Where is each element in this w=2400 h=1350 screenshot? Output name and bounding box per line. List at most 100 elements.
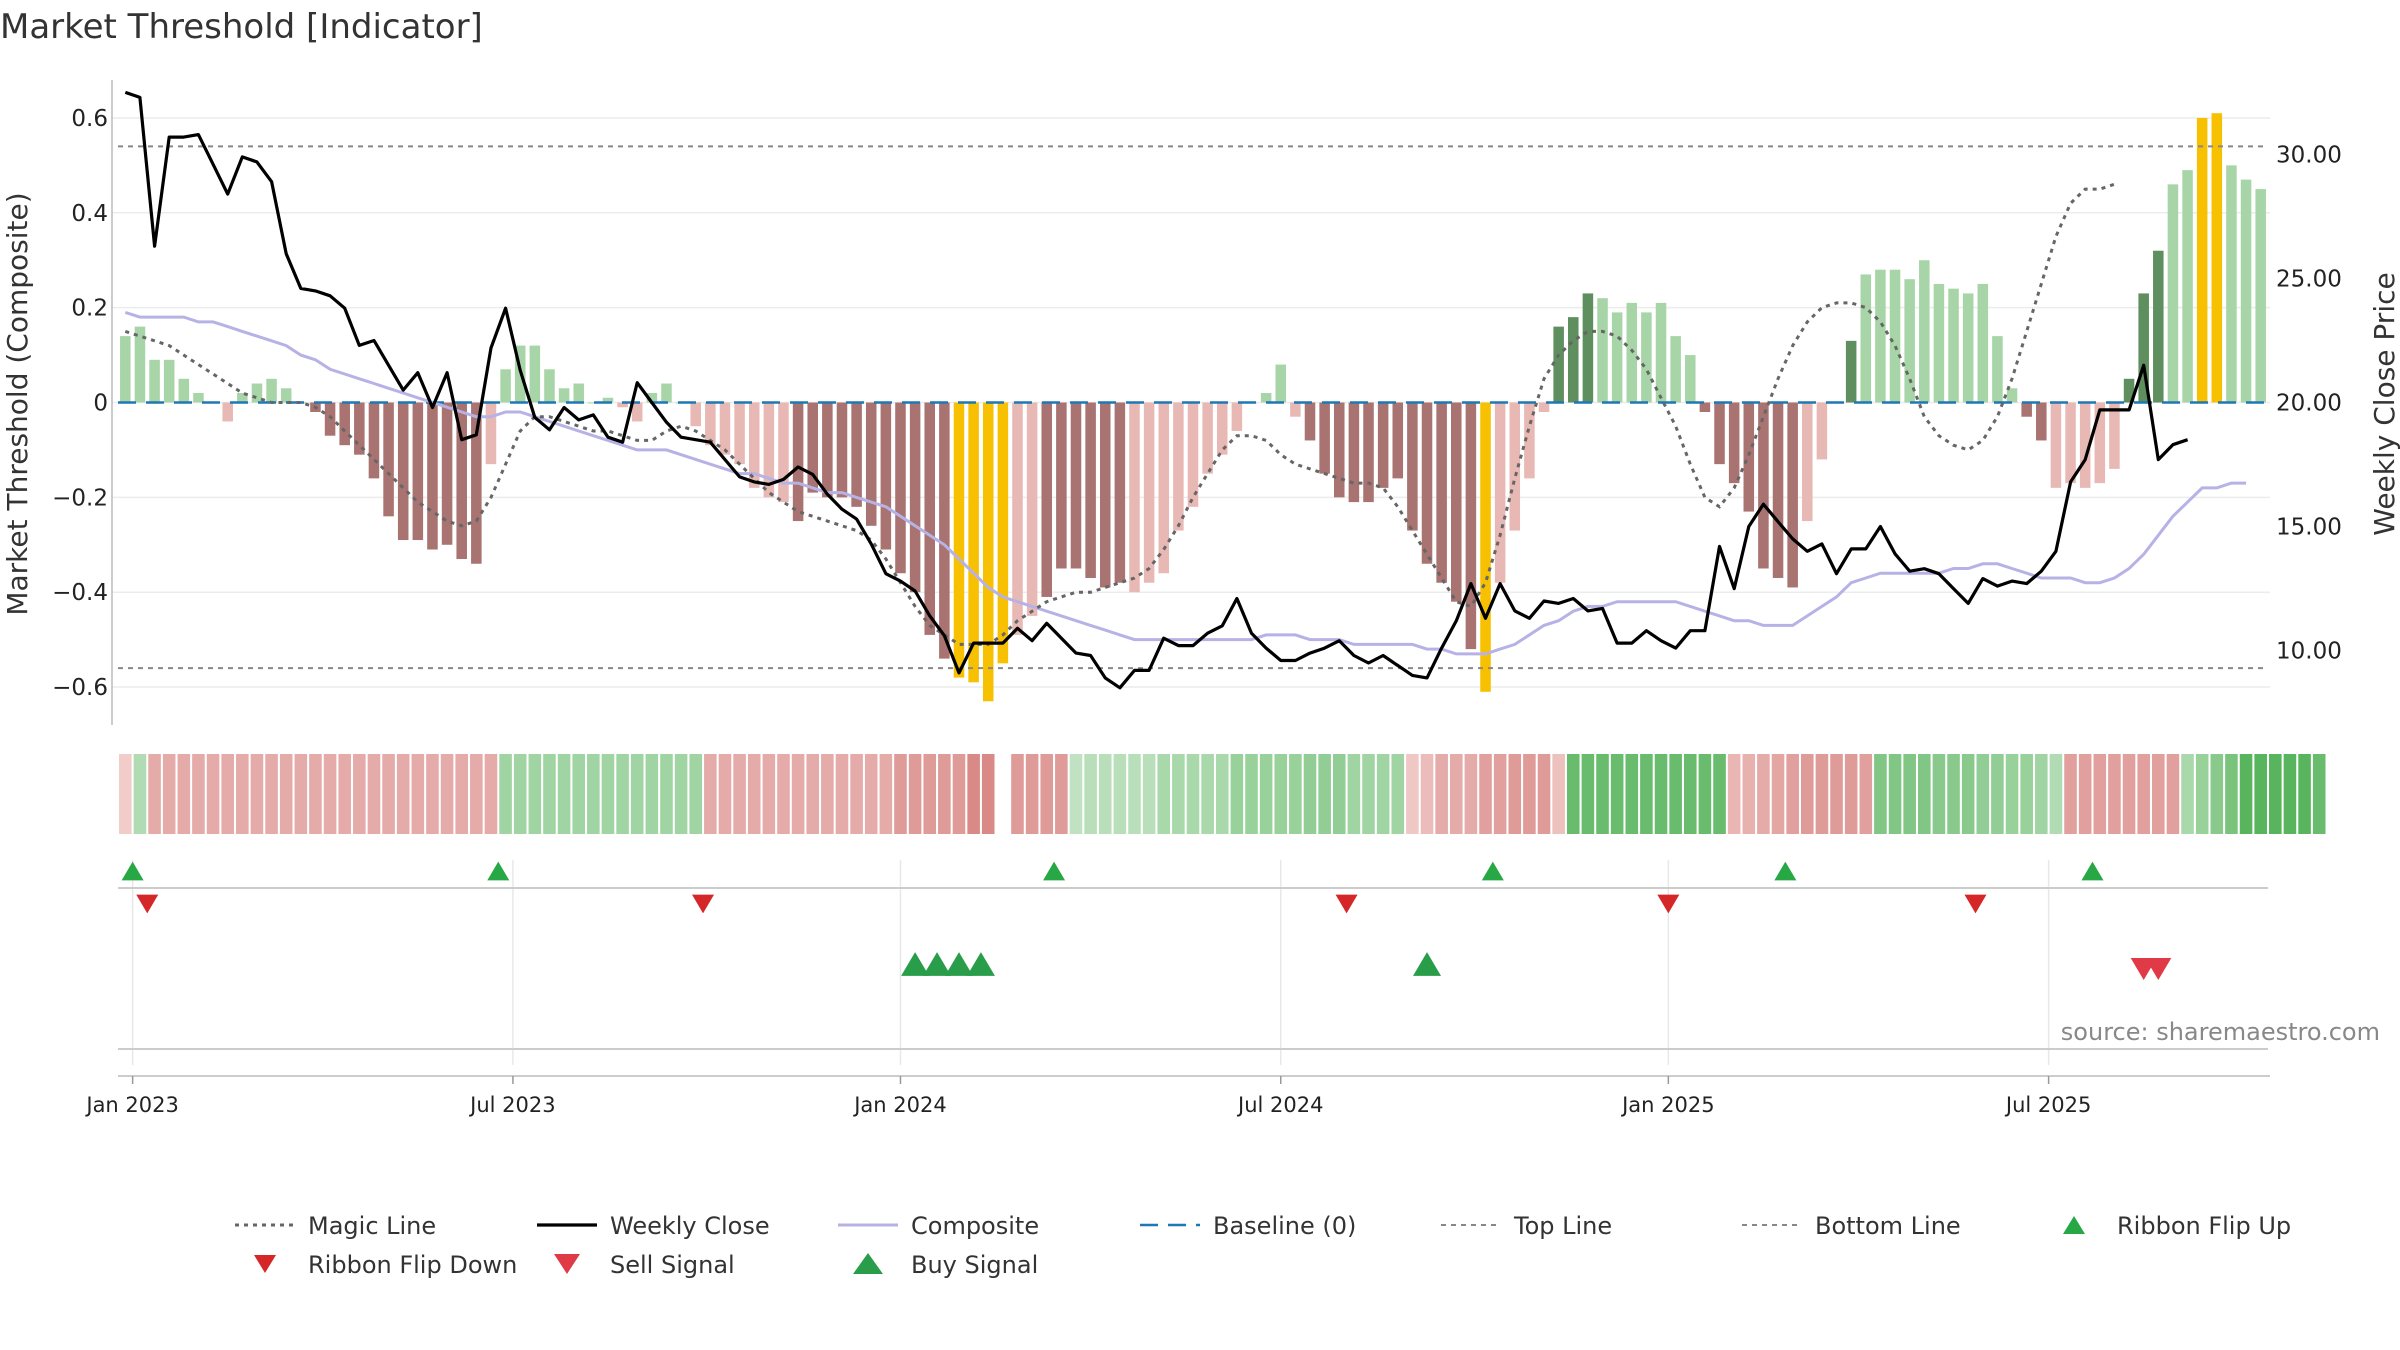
- composite-bar: [1114, 402, 1126, 583]
- ribbon-flip-down-marker: [1335, 894, 1358, 914]
- ribbon-cell: [1391, 754, 1405, 834]
- left-tick-label: 0.6: [71, 106, 108, 132]
- ribbon-cell: [455, 754, 468, 834]
- ribbon-cell: [470, 754, 483, 834]
- composite-bar: [2211, 113, 2223, 403]
- composite-bar: [1143, 402, 1155, 583]
- ribbon-cell: [1172, 754, 1185, 834]
- composite-bar: [895, 402, 906, 574]
- composite-bar: [500, 369, 511, 403]
- legend-item-bottom: Bottom Line: [1742, 1212, 1961, 1240]
- composite-bar: [1948, 288, 1959, 403]
- composite-bar: [1524, 402, 1535, 479]
- legend-swatch: [254, 1255, 276, 1273]
- ribbon-cell: [938, 754, 951, 834]
- composite-bar: [1041, 402, 1053, 597]
- ribbon-cell: [952, 754, 966, 834]
- ribbon-cell: [894, 754, 907, 834]
- ribbon-cell: [2283, 754, 2297, 834]
- signal-panels: [118, 861, 2268, 1050]
- ribbon-cell: [864, 754, 878, 834]
- composite-bar: [748, 402, 760, 488]
- composite-bar: [2196, 117, 2208, 403]
- composite-bar: [1348, 402, 1360, 503]
- composite-bar: [2109, 402, 2120, 469]
- ribbon-strip: [119, 754, 2326, 834]
- composite-bar: [427, 402, 438, 550]
- composite-bar: [1758, 402, 1769, 569]
- composite-bar: [1260, 393, 1272, 403]
- ribbon-cell: [1683, 754, 1697, 834]
- composite-bar: [763, 402, 775, 498]
- composite-bar: [1904, 279, 1915, 403]
- ribbon-cell: [1274, 754, 1288, 834]
- composite-bar: [1787, 402, 1798, 588]
- composite-bar: [851, 402, 862, 507]
- composite-bar: [1099, 402, 1111, 588]
- composite-bar: [1070, 402, 1082, 569]
- composite-bar: [2036, 402, 2047, 441]
- legend-item-magic: Magic Line: [235, 1212, 436, 1240]
- ribbon-cell: [1069, 754, 1083, 834]
- ribbon-cell: [2122, 754, 2136, 834]
- ribbon-cell: [1259, 754, 1273, 834]
- composite-bar: [1597, 298, 1608, 403]
- composite-bar: [2065, 402, 2076, 484]
- ribbon-cell: [484, 754, 498, 834]
- composite-bar: [134, 326, 146, 403]
- composite-bar: [1582, 293, 1594, 403]
- composite-bar: [1714, 402, 1725, 465]
- legend-label: Sell Signal: [610, 1251, 735, 1279]
- composite-bar: [1568, 317, 1579, 403]
- ribbon-cell: [674, 754, 688, 834]
- legend-label: Baseline (0): [1213, 1212, 1356, 1240]
- ribbon-flip-down-marker: [1964, 894, 1987, 914]
- composite-bar: [558, 388, 570, 403]
- ribbon-cell: [1713, 754, 1726, 834]
- ribbon-cell: [411, 754, 425, 834]
- composite-bar: [1816, 402, 1828, 460]
- composite-bar: [1802, 402, 1813, 522]
- composite-bar: [1187, 402, 1199, 507]
- ribbon-cell: [148, 754, 161, 834]
- composite-bar: [646, 393, 658, 403]
- ribbon-cell: [1581, 754, 1595, 834]
- ribbon-cell: [645, 754, 659, 834]
- composite-bar: [997, 402, 1009, 664]
- ribbon-flip-up-marker: [1774, 861, 1797, 881]
- composite-bar: [1407, 402, 1418, 531]
- ribbon-cell: [309, 754, 322, 834]
- ribbon-cell: [733, 754, 746, 834]
- composite-bar: [602, 397, 614, 403]
- ribbon-cell: [1566, 754, 1580, 834]
- buy-signal-marker: [966, 952, 995, 976]
- ribbon-cell: [1830, 754, 1843, 834]
- legend-item-flipdown: Ribbon Flip Down: [254, 1251, 517, 1279]
- ribbon-cell: [499, 754, 512, 834]
- ribbon-cell: [587, 754, 600, 834]
- ribbon-cell: [616, 754, 629, 834]
- composite-bar: [1977, 283, 1989, 403]
- legend-label: Bottom Line: [1815, 1212, 1961, 1240]
- right-tick-label: 20.00: [2276, 391, 2342, 417]
- right-tick-label: 15.00: [2276, 515, 2342, 541]
- composite-bar: [1743, 402, 1755, 512]
- composite-bar: [149, 359, 160, 403]
- composite-bar: [1216, 402, 1228, 455]
- legend-item-buy: Buy Signal: [853, 1251, 1038, 1279]
- buy-signal-marker: [1413, 952, 1442, 976]
- legend-swatch: [853, 1253, 883, 1274]
- ribbon-cell: [572, 754, 586, 834]
- legend-label: Composite: [911, 1212, 1039, 1240]
- composite-bar: [807, 402, 818, 493]
- ribbon-cell: [1698, 754, 1712, 834]
- ribbon-cell: [1318, 754, 1331, 834]
- ribbon-cell: [543, 754, 556, 834]
- composite-bar: [1333, 402, 1345, 498]
- composite-bar: [1655, 302, 1667, 403]
- ribbon-cell: [1157, 754, 1171, 834]
- composite-bar: [266, 378, 277, 403]
- ribbon-flip-up-marker: [487, 861, 510, 881]
- ribbon-cell: [1903, 754, 1916, 834]
- composite-bar: [865, 402, 877, 526]
